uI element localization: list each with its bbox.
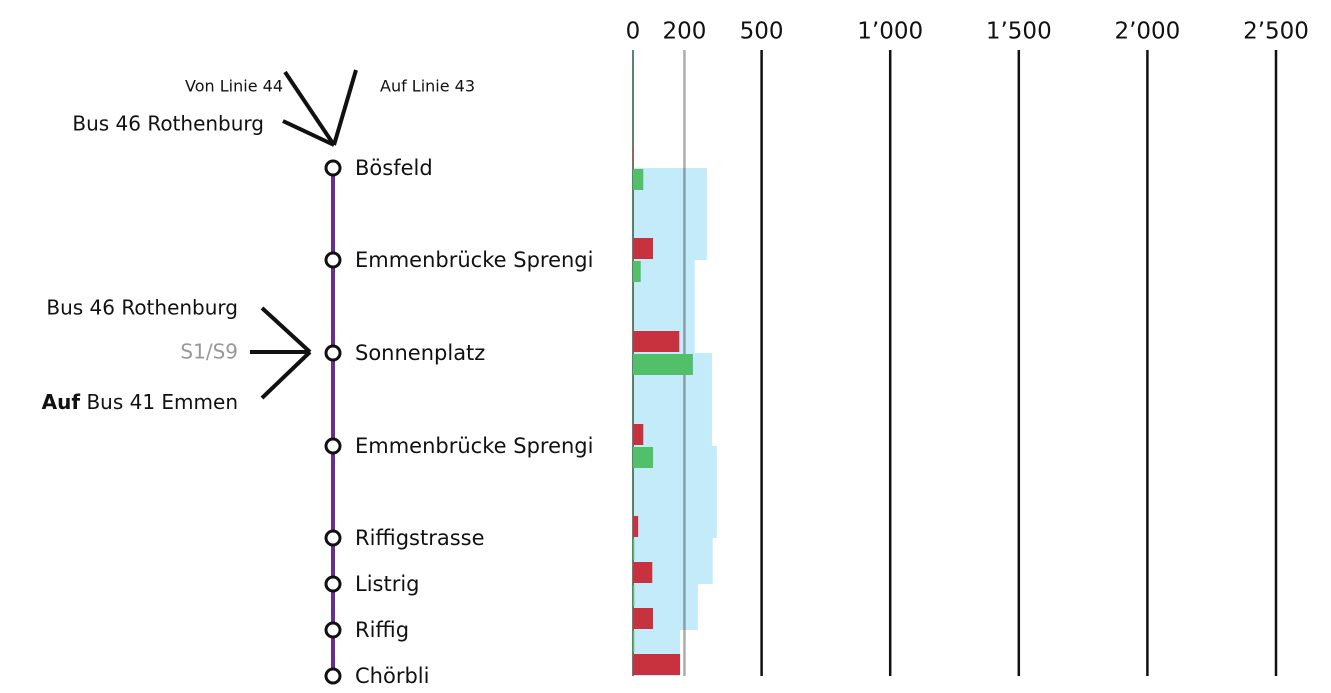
stop-marker <box>324 667 342 685</box>
annotation: Bus 46 Rothenburg <box>72 112 264 136</box>
stop-marker <box>324 344 342 362</box>
alighting-bar <box>633 146 634 167</box>
boarding-bar <box>633 261 641 282</box>
alighting-bar <box>633 424 644 445</box>
x-tick-label: 1’500 <box>986 19 1052 45</box>
annotation: Von Linie 44 <box>185 77 283 96</box>
stop-label: Riffigstrasse <box>355 526 485 550</box>
annotation: Auf Bus 41 Emmen <box>42 390 238 414</box>
x-tick-label: 0 <box>626 19 641 45</box>
annotation: Auf Linie 43 <box>380 77 475 96</box>
alighting-bar <box>633 238 654 259</box>
boarding-bar <box>633 631 635 652</box>
boarding-bar <box>633 539 635 560</box>
x-tick-label: 2’000 <box>1114 19 1180 45</box>
boarding-bar <box>633 169 644 190</box>
alighting-bar <box>633 516 639 537</box>
stop-label: Listrig <box>355 572 420 596</box>
stop-label: Sonnenplatz <box>355 341 485 365</box>
x-tick-label: 200 <box>662 19 706 45</box>
boarding-bar <box>633 354 693 375</box>
stop-marker <box>324 251 342 269</box>
x-tick-label: 2’500 <box>1243 19 1309 45</box>
stop-label: Bösfeld <box>355 156 433 180</box>
x-tick-label: 1’000 <box>857 19 923 45</box>
annotation-rest: Bus 41 Emmen <box>86 390 238 414</box>
x-tick-label: 500 <box>740 19 784 45</box>
stop-label: Chörbli <box>355 664 429 688</box>
stop-label: Riffig <box>355 618 409 642</box>
boarding-bar <box>633 585 635 606</box>
alighting-bar <box>633 331 680 352</box>
annotation-bold: Auf <box>42 390 81 414</box>
stop-marker <box>324 529 342 547</box>
stop-label: Emmenbrücke Sprengi <box>355 248 593 272</box>
alighting-bar <box>633 562 653 583</box>
stop-marker <box>324 621 342 639</box>
boarding-bar <box>633 447 654 468</box>
alighting-bar <box>633 654 681 675</box>
stop-label: Emmenbrücke Sprengi <box>355 434 593 458</box>
transfer-arrows <box>250 69 358 400</box>
alighting-bar <box>633 608 654 629</box>
annotation: S1/S9 <box>180 340 238 364</box>
stop-marker <box>324 437 342 455</box>
stop-marker <box>324 575 342 593</box>
stop-marker <box>324 159 342 177</box>
annotation: Bus 46 Rothenburg <box>46 296 238 320</box>
